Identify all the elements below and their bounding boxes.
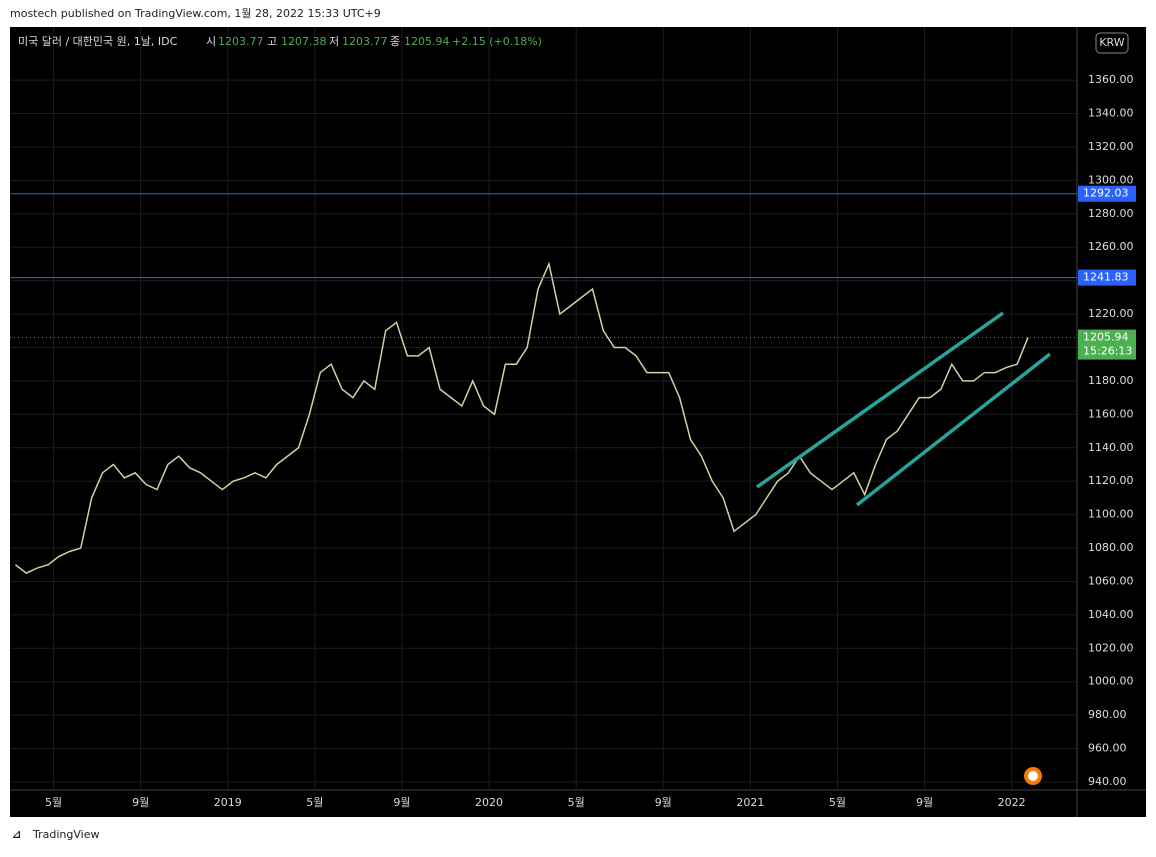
legend: 미국 달러 / 대한민국 원, 1날, IDC 시 1203.77 고 1207… <box>18 35 542 48</box>
last-price-label: 1205.94 <box>1083 331 1129 344</box>
y-tick-label: 1280.00 <box>1088 207 1134 220</box>
footer: TradingView <box>32 828 99 841</box>
y-tick-label: 980.00 <box>1088 708 1127 721</box>
price-tag-label: 1241.83 <box>1083 271 1129 284</box>
currency-badge[interactable] <box>1095 32 1129 54</box>
y-tick-label: 940.00 <box>1088 775 1127 788</box>
x-tick-label: 5월 <box>306 796 323 809</box>
high-label: 고 <box>267 35 277 48</box>
flag-icon-inner <box>1028 771 1038 781</box>
y-tick-label: 1060.00 <box>1088 574 1134 587</box>
price-tag <box>1078 269 1136 286</box>
x-tick-label: 5월 <box>568 796 585 809</box>
y-tick-label: 1120.00 <box>1088 474 1134 487</box>
last-price-tag <box>1078 329 1136 360</box>
y-tick-label: 1260.00 <box>1088 240 1134 253</box>
y-tick-label: 960.00 <box>1088 742 1127 755</box>
y-tick-label: 1220.00 <box>1088 307 1134 320</box>
x-tick-label: 2022 <box>998 796 1026 809</box>
x-tick-label: 9월 <box>393 796 410 809</box>
x-tick-label: 9월 <box>655 796 672 809</box>
grid <box>10 27 1077 790</box>
y-tick-label: 1000.00 <box>1088 675 1134 688</box>
y-tick-label: 1020.00 <box>1088 641 1134 654</box>
channel-lower <box>855 352 1052 507</box>
channel-upper <box>755 311 1005 489</box>
change: +2.15 (+0.18%) <box>452 35 542 48</box>
price-line <box>14 261 1029 574</box>
y-tick-label: 1140.00 <box>1088 441 1134 454</box>
price-tag <box>1078 185 1136 202</box>
y-tick-label: 1100.00 <box>1088 508 1134 521</box>
countdown: 15:26:13 <box>1083 345 1132 358</box>
close: 1205.94 <box>404 35 450 48</box>
symbol: 미국 달러 / 대한민국 원, 1날, IDC <box>18 35 178 48</box>
open: 1203.77 <box>218 35 264 48</box>
x-tick-label: 5월 <box>45 796 62 809</box>
y-tick-label: 1040.00 <box>1088 608 1134 621</box>
close-label: 종 <box>390 35 400 48</box>
x-tick-label: 9월 <box>132 796 149 809</box>
y-tick-label: 1340.00 <box>1088 107 1134 120</box>
x-tick-label: 2020 <box>475 796 503 809</box>
y-tick-label: 1180.00 <box>1088 374 1134 387</box>
y-tick-label: 1080.00 <box>1088 541 1134 554</box>
low: 1203.77 <box>342 35 388 48</box>
y-tick-label: 1360.00 <box>1088 73 1134 86</box>
y-tick-label: 1320.00 <box>1088 140 1134 153</box>
currency: KRW <box>1099 36 1124 49</box>
y-tick-label: 1300.00 <box>1088 173 1134 186</box>
open-label: 시 <box>206 35 216 48</box>
y-tick-label: 1160.00 <box>1088 407 1134 420</box>
price-tag-label: 1292.03 <box>1083 187 1129 200</box>
x-tick-label: 2021 <box>736 796 764 809</box>
x-tick-label: 9월 <box>916 796 933 809</box>
high: 1207.38 <box>281 35 327 48</box>
chart-bg <box>10 27 1146 817</box>
header: mostech published on TradingView.com, 1월… <box>10 7 381 20</box>
x-tick-label: 2019 <box>214 796 242 809</box>
low-label: 저 <box>329 35 339 48</box>
plot <box>14 261 1029 574</box>
logo-mark: ⊿ <box>12 828 21 841</box>
x-tick-label: 5월 <box>829 796 846 809</box>
